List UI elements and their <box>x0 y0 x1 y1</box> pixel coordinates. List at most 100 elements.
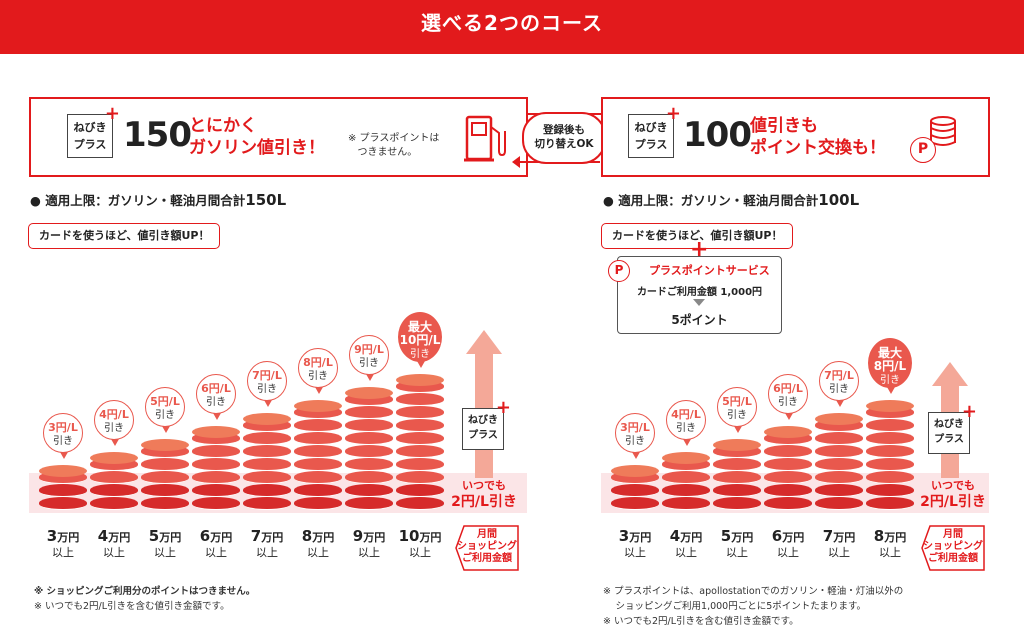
pps-rate: カードご利用金額 1,000円 <box>636 287 763 298</box>
coin-layer <box>192 497 240 510</box>
course-number: 100 <box>683 115 752 155</box>
coin-layer <box>141 497 189 510</box>
course-note: ※ プラスポイントは つきません。 <box>348 133 440 158</box>
coin-layer <box>345 471 393 484</box>
x-axis-label: 6万円 以上 <box>199 527 233 560</box>
coin-layer <box>764 458 812 471</box>
x-axis-label: 8万円 以上 <box>301 527 335 560</box>
x-axis-label: 6万円 以上 <box>771 527 805 560</box>
course-catchphrase: とにかく ガソリン値引き！ <box>189 116 325 158</box>
coin-stack-bar <box>345 387 393 512</box>
coin-layer <box>294 471 342 484</box>
coin-layer <box>764 471 812 484</box>
nebiki-plus-logo: ねびき プラス + <box>928 403 977 454</box>
coin-layer <box>713 484 761 497</box>
coin-top <box>396 374 444 386</box>
axis-tag-monthly-shopping: 月間 ショッピング ご利用金額 <box>920 524 986 572</box>
coin-top <box>294 400 342 412</box>
coin-layer <box>39 497 87 510</box>
coin-layer <box>764 497 812 510</box>
x-axis-label: 5万円 以上 <box>148 527 182 560</box>
coin-layer <box>815 471 863 484</box>
coin-top <box>345 387 393 399</box>
coin-layer <box>90 497 138 510</box>
pps-title: プラスポイントサービス <box>649 264 770 277</box>
coin-layer <box>662 471 710 484</box>
x-axis-label: 3万円 以上 <box>46 527 80 560</box>
coin-layer <box>815 458 863 471</box>
card-usage-pill: カードを使うほど、値引き額UP！ <box>28 223 221 249</box>
coin-layer <box>39 484 87 497</box>
discount-balloon: 7円/L 引き <box>819 361 859 407</box>
coin-stack-bar <box>396 374 444 512</box>
coin-layer <box>396 432 444 445</box>
coin-layer <box>396 419 444 432</box>
coin-layer <box>243 497 291 510</box>
coin-layer <box>662 484 710 497</box>
coin-top <box>764 426 812 438</box>
discount-balloon: 3円/L 引き <box>615 413 655 459</box>
coin-layer <box>815 484 863 497</box>
coin-stack-bar <box>141 439 189 512</box>
coin-layer <box>243 432 291 445</box>
coin-layer <box>713 458 761 471</box>
coin-layer <box>396 406 444 419</box>
coin-layer <box>611 484 659 497</box>
coin-top <box>90 452 138 464</box>
coin-layer <box>192 471 240 484</box>
coin-layer <box>764 484 812 497</box>
discount-balloon: 7円/L 引き <box>247 361 287 407</box>
coin-layer <box>713 497 761 510</box>
footnote: ※ ショッピングご利用分のポイントはつきません。 <box>34 586 256 597</box>
nebiki-plus-logo: ねびき プラス + <box>462 399 511 450</box>
card-usage-pill: カードを使うほど、値引き額UP！ <box>601 223 794 249</box>
coin-layer <box>396 445 444 458</box>
x-axis-label: 4万円 以上 <box>97 527 131 560</box>
point-icon: P <box>608 260 630 282</box>
coin-layer <box>90 471 138 484</box>
coin-layer <box>396 393 444 406</box>
x-axis-label: 7万円 以上 <box>822 527 856 560</box>
coin-layer <box>396 471 444 484</box>
nebiki-plus-logo: ねびき プラス + <box>67 105 120 158</box>
coin-layer <box>345 419 393 432</box>
coin-stack-bar <box>39 465 87 512</box>
discount-balloon: 6円/L 引き <box>196 374 236 420</box>
coin-layer <box>815 445 863 458</box>
coin-top <box>141 439 189 451</box>
discount-balloon: 9円/L 引き <box>349 335 389 381</box>
coin-layer <box>141 471 189 484</box>
discount-balloon: 4円/L 引き <box>666 400 706 446</box>
coin-top <box>243 413 291 425</box>
coin-top <box>39 465 87 477</box>
x-axis-label: 8万円 以上 <box>873 527 907 560</box>
always-discount-label: いつでも 2円/L引き <box>920 479 986 510</box>
x-axis-label: 7万円 以上 <box>250 527 284 560</box>
course-number: 150 <box>123 115 192 155</box>
coin-layer <box>243 484 291 497</box>
discount-balloon: 5円/L 引き <box>145 387 185 433</box>
course-100-box[interactable]: ねびき プラス + 100 値引きも ポイント交換も！ P <box>601 97 990 177</box>
coin-layer <box>294 458 342 471</box>
coin-layer <box>294 432 342 445</box>
coin-top <box>713 439 761 451</box>
coin-layer <box>192 458 240 471</box>
x-axis-label: 4万円 以上 <box>669 527 703 560</box>
coin-layer <box>866 484 914 497</box>
coin-layer <box>713 471 761 484</box>
coin-layer <box>396 484 444 497</box>
discount-balloon: 8円/L 引き <box>298 348 338 394</box>
coin-layer <box>90 484 138 497</box>
coin-layer <box>192 484 240 497</box>
coin-layer <box>294 445 342 458</box>
limit-text-course1: ● 適用上限：ガソリン・軽油月間合計150L <box>30 191 287 209</box>
coin-layer <box>866 432 914 445</box>
course-150-box[interactable]: ねびき プラス + 150 とにかく ガソリン値引き！ ※ プラスポイントは つきま… <box>29 97 528 177</box>
discount-balloon: 4円/L 引き <box>94 400 134 446</box>
coin-stack-bar <box>815 413 863 512</box>
coin-layer <box>345 497 393 510</box>
coin-layer <box>294 419 342 432</box>
plus-point-service-box: P プラスポイントサービス カードご利用金額 1,000円 5ポイント <box>608 256 782 334</box>
x-axis-label: 10万円 以上 <box>398 527 442 560</box>
